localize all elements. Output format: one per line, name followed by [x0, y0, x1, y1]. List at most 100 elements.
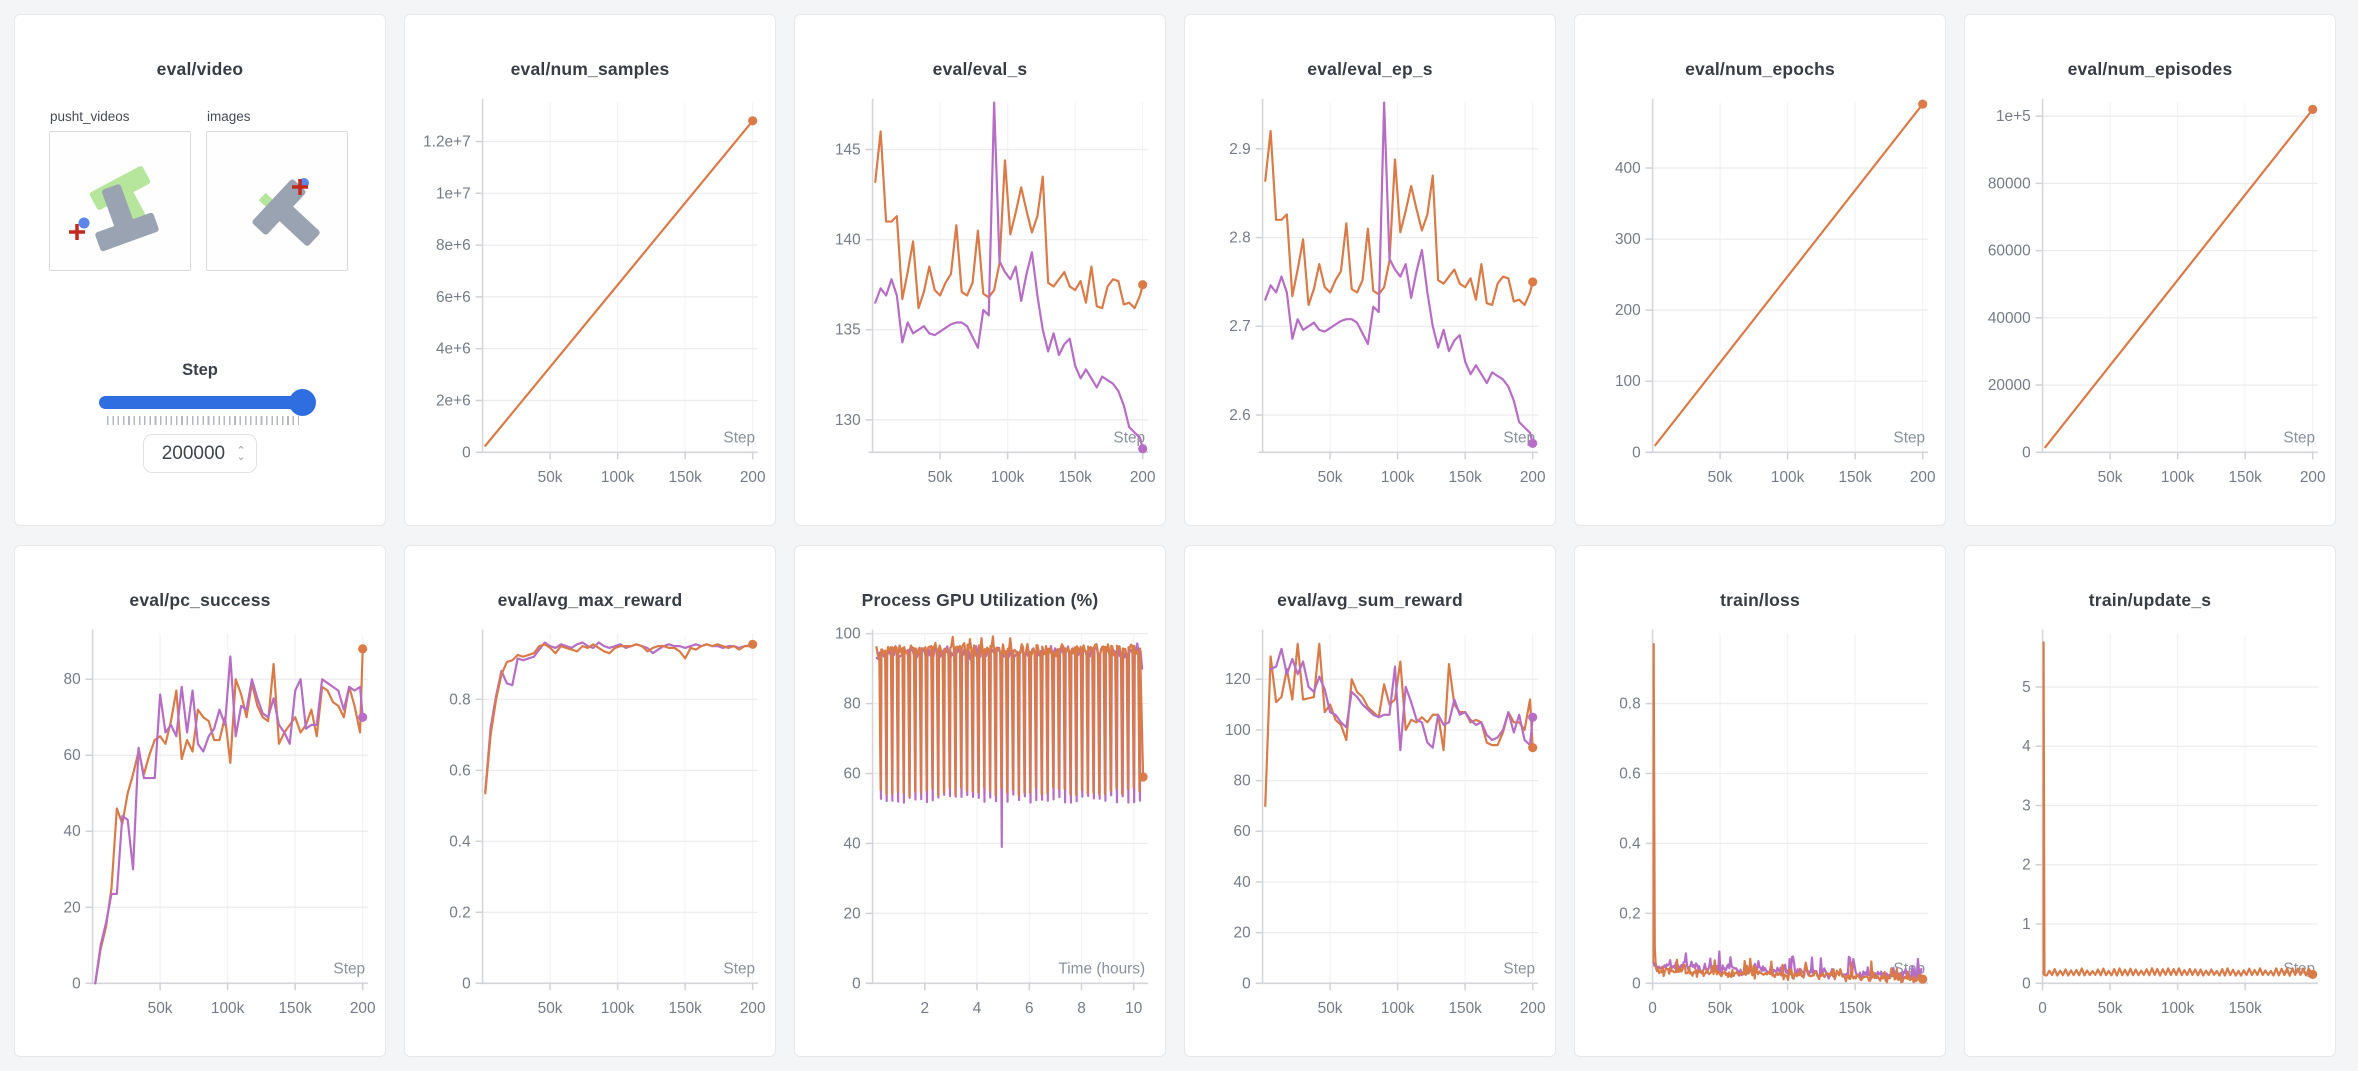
line-chart-eval-ep-s[interactable]: 2.6 2.7 2.8 2.9 50k 100k 150k 200 Step — [1185, 15, 1555, 525]
media-label: pusht_videos — [50, 109, 130, 124]
svg-text:0: 0 — [1648, 1000, 1657, 1017]
media-fig-images: images — [206, 109, 348, 271]
line-chart-num-epochs[interactable]: 0 100 200 300 400 50k 100k 150k 200 Step — [1575, 15, 1945, 525]
chart-title: eval/num_samples — [510, 59, 670, 79]
chart-title: eval/num_episodes — [2067, 59, 2233, 79]
slider-track[interactable] — [99, 396, 303, 409]
svg-text:0.2: 0.2 — [449, 904, 470, 921]
svg-text:200: 200 — [740, 1000, 766, 1017]
svg-text:130: 130 — [835, 412, 861, 429]
svg-text:Step: Step — [333, 960, 365, 977]
svg-text:0: 0 — [2022, 444, 2031, 461]
svg-text:Step: Step — [723, 960, 755, 977]
svg-text:0: 0 — [1242, 975, 1251, 992]
svg-text:60: 60 — [1234, 823, 1251, 840]
svg-text:0: 0 — [2022, 975, 2031, 992]
svg-text:200: 200 — [740, 469, 766, 486]
svg-text:50k: 50k — [538, 1000, 563, 1017]
goal-cross-marker — [69, 224, 85, 240]
svg-text:150k: 150k — [668, 469, 702, 486]
svg-text:1e+7: 1e+7 — [436, 185, 471, 202]
svg-text:150k: 150k — [668, 1000, 702, 1017]
image-frame — [252, 178, 320, 246]
svg-text:100k: 100k — [2161, 469, 2195, 486]
chart-panel-train-loss: train/loss 0 0.2 0.4 0.6 0.8 0 50k 100k 150k Step — [1574, 545, 1946, 1057]
gray-t-shape — [252, 179, 320, 246]
line-chart-num-episodes[interactable]: 0 20000 40000 60000 80000 1e+5 50k 100k 150k 200 S… — [1965, 15, 2335, 525]
svg-text:3: 3 — [2022, 797, 2031, 814]
slider-thumb[interactable] — [289, 389, 316, 416]
svg-text:60: 60 — [64, 747, 81, 764]
media-thumbnail-pusht-videos[interactable] — [49, 131, 191, 271]
svg-text:4: 4 — [973, 1000, 982, 1017]
svg-text:4: 4 — [2022, 738, 2031, 755]
chart-title: train/update_s — [2088, 590, 2212, 610]
stepper-arrows[interactable]: ⌃ ⌄ — [236, 445, 245, 462]
svg-text:Step: Step — [1503, 429, 1535, 446]
svg-text:145: 145 — [835, 141, 861, 158]
svg-text:6: 6 — [1025, 1000, 1034, 1017]
chart-title: Process GPU Utilization (%) — [861, 590, 1099, 610]
svg-text:150k: 150k — [2228, 469, 2262, 486]
step-value-input[interactable] — [154, 441, 233, 466]
chart-title: train/loss — [1720, 590, 1800, 610]
line-chart-num-samples[interactable]: 0 2e+6 4e+6 6e+6 8e+6 1e+7 1.2e+7 50k 100k 150k 20… — [405, 15, 775, 525]
svg-text:0.6: 0.6 — [449, 762, 470, 779]
svg-text:50k: 50k — [538, 469, 563, 486]
svg-text:1e+5: 1e+5 — [1996, 108, 2031, 125]
step-slider-label: Step — [182, 361, 218, 379]
svg-text:0.8: 0.8 — [449, 691, 470, 708]
svg-text:2.8: 2.8 — [1229, 230, 1250, 247]
svg-text:40: 40 — [844, 835, 861, 852]
svg-text:4e+6: 4e+6 — [436, 341, 471, 358]
chart-panel-avg-sum-reward: eval/avg_sum_reward 0 20 40 60 80 100 120 50k 10… — [1184, 545, 1556, 1057]
svg-text:50k: 50k — [1318, 1000, 1343, 1017]
svg-text:0.2: 0.2 — [1619, 905, 1640, 922]
line-chart-pc-success[interactable]: 0 20 40 60 80 50k 100k 150k 200 Step — [15, 546, 385, 1056]
svg-text:60000: 60000 — [1988, 243, 2031, 260]
chart-title: eval/num_epochs — [1685, 59, 1835, 79]
svg-text:Step: Step — [723, 429, 755, 446]
svg-text:5: 5 — [2022, 679, 2031, 696]
svg-text:Step: Step — [2283, 429, 2315, 446]
media-thumbnail-images[interactable] — [206, 131, 348, 271]
chart-title: eval/eval_ep_s — [1307, 59, 1433, 79]
step-slider[interactable] — [99, 389, 316, 416]
svg-text:100k: 100k — [1771, 1000, 1805, 1017]
line-chart-avg-sum-reward[interactable]: 0 20 40 60 80 100 120 50k 100k 150k 200 Step — [1185, 546, 1555, 1056]
svg-text:0: 0 — [462, 444, 471, 461]
agent-dot-marker — [78, 217, 90, 229]
svg-text:140: 140 — [835, 232, 861, 249]
chart-panel-num-episodes: eval/num_episodes 0 20000 40000 60000 80000 1… — [1964, 14, 2336, 526]
chart-panel-num-samples: eval/num_samples 0 2e+6 4e+6 6e+6 8e+6 1e+7 1.… — [404, 14, 776, 526]
slider-tick-ruler — [107, 416, 299, 425]
svg-text:0.8: 0.8 — [1619, 696, 1640, 713]
chart-panel-pc-success: eval/pc_success 0 20 40 60 80 50k 100k 150k 200 S… — [14, 545, 386, 1057]
svg-text:0: 0 — [462, 975, 471, 992]
svg-text:150k: 150k — [278, 1000, 312, 1017]
svg-text:40000: 40000 — [1988, 310, 2031, 327]
line-chart-avg-max-reward[interactable]: 0 0.2 0.4 0.6 0.8 50k 100k 150k 200 Step — [405, 546, 775, 1056]
svg-text:300: 300 — [1615, 231, 1641, 248]
svg-text:150k: 150k — [1448, 1000, 1482, 1017]
line-chart-gpu-utilization[interactable]: 0 20 40 60 80 100 2 4 6 8 10 Time (hours) — [795, 546, 1165, 1056]
svg-text:80: 80 — [64, 671, 81, 688]
svg-text:0: 0 — [1632, 444, 1641, 461]
svg-text:0: 0 — [72, 975, 81, 992]
goal-cross-marker — [292, 179, 308, 195]
chart-panel-avg-max-reward: eval/avg_max_reward 0 0.2 0.4 0.6 0.8 50k 100k… — [404, 545, 776, 1057]
chart-title: eval/avg_max_reward — [497, 590, 683, 610]
svg-text:0.4: 0.4 — [1619, 835, 1641, 852]
svg-text:6e+6: 6e+6 — [436, 289, 471, 306]
svg-text:150k: 150k — [1838, 469, 1872, 486]
chart-panel-eval-ep-s: eval/eval_ep_s 2.6 2.7 2.8 2.9 50k 100k 150k 20… — [1184, 14, 1556, 526]
svg-text:50k: 50k — [2098, 469, 2123, 486]
svg-text:50k: 50k — [148, 1000, 173, 1017]
svg-text:200: 200 — [1615, 302, 1641, 319]
svg-text:50k: 50k — [1708, 469, 1733, 486]
chart-panel-eval-s: eval/eval_s 130 135 140 145 50k 100k 150k 200 St… — [794, 14, 1166, 526]
svg-text:200: 200 — [2300, 469, 2326, 486]
